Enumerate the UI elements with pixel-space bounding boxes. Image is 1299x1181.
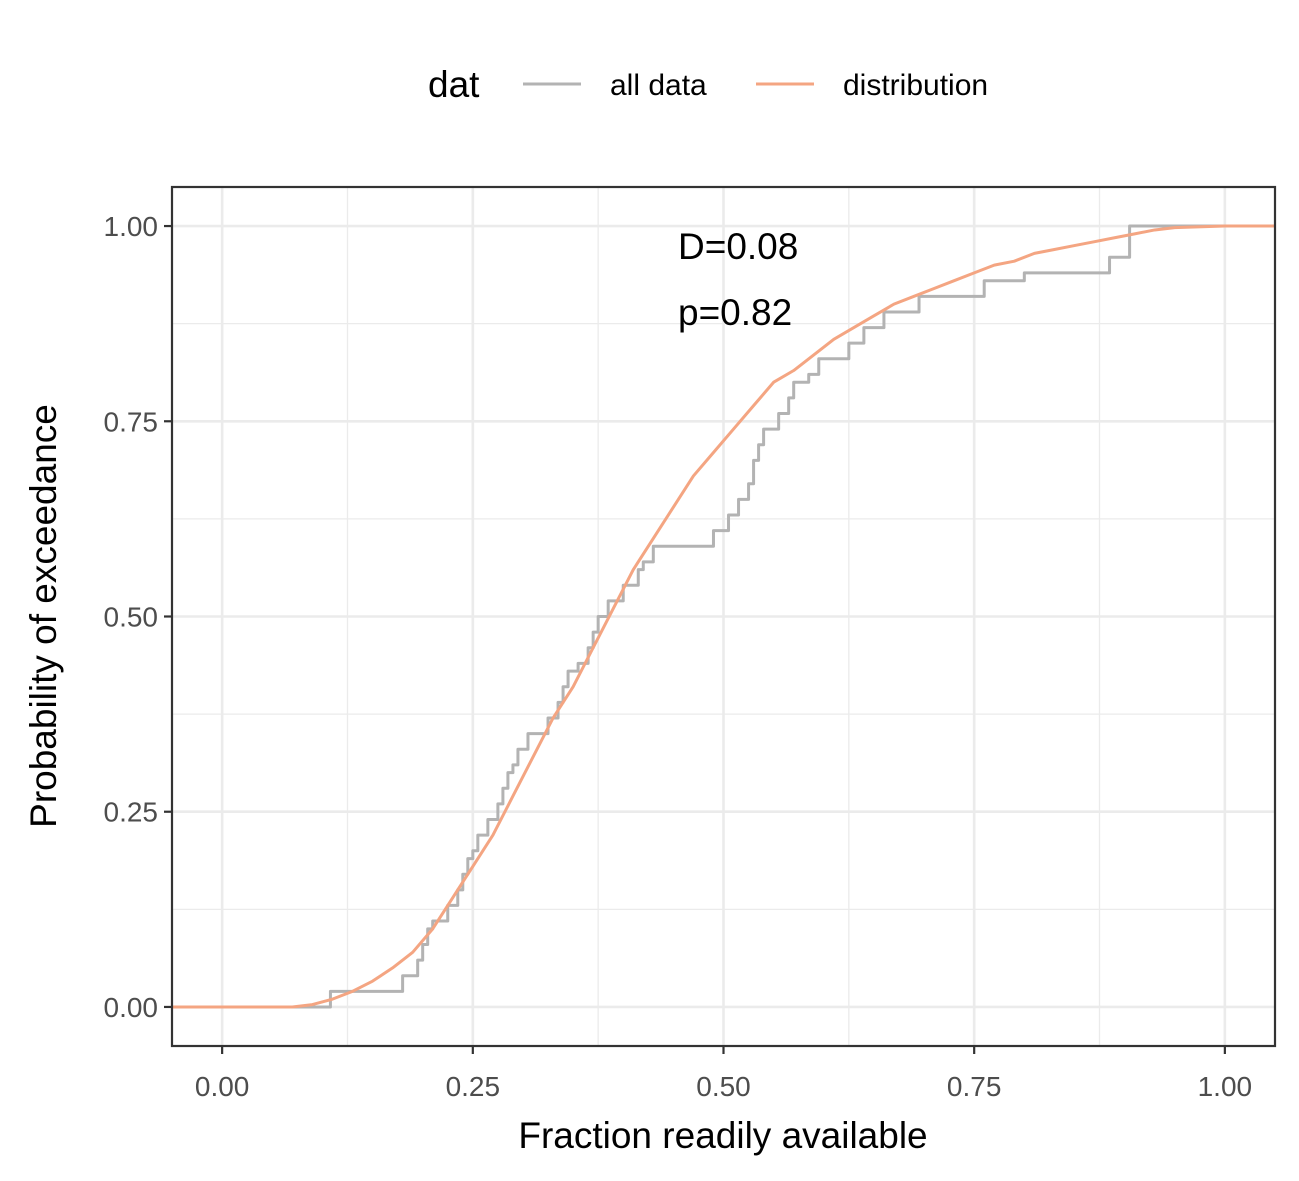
x-axis: 0.00 0.25 0.50 0.75 1.00 xyxy=(195,1046,1252,1102)
plot-panel xyxy=(170,185,1277,1048)
x-tick-label: 1.00 xyxy=(1198,1071,1253,1102)
series-line-all-data xyxy=(172,224,1275,1009)
y-tick-label: 0.75 xyxy=(104,406,159,437)
x-tick-label: 0.75 xyxy=(947,1071,1002,1102)
x-axis-title: Fraction readily available xyxy=(518,1115,927,1156)
y-tick-label: 0.25 xyxy=(104,797,159,828)
legend-label-distribution: distribution xyxy=(843,69,988,102)
y-tick-label: 0.00 xyxy=(104,992,159,1023)
series-layer xyxy=(172,224,1275,1009)
y-axis-title: Probability of exceedance xyxy=(23,404,64,828)
legend-title: dat xyxy=(428,64,480,105)
y-tick-label: 1.00 xyxy=(104,211,159,242)
major-gridlines xyxy=(172,187,1275,1046)
legend-label-all-data: all data xyxy=(610,69,707,102)
x-tick-label: 0.25 xyxy=(446,1071,501,1102)
y-tick-label: 0.50 xyxy=(104,602,159,633)
x-tick-label: 0.00 xyxy=(195,1071,250,1102)
annotation-d-statistic: D=0.08 xyxy=(678,226,798,267)
legend: dat all data distribution xyxy=(428,64,988,105)
x-tick-label: 0.50 xyxy=(696,1071,751,1102)
annotation-p-value: p=0.82 xyxy=(678,292,792,333)
y-axis: 0.00 0.25 0.50 0.75 1.00 xyxy=(104,211,172,1023)
series-line-distribution xyxy=(172,224,1275,1009)
